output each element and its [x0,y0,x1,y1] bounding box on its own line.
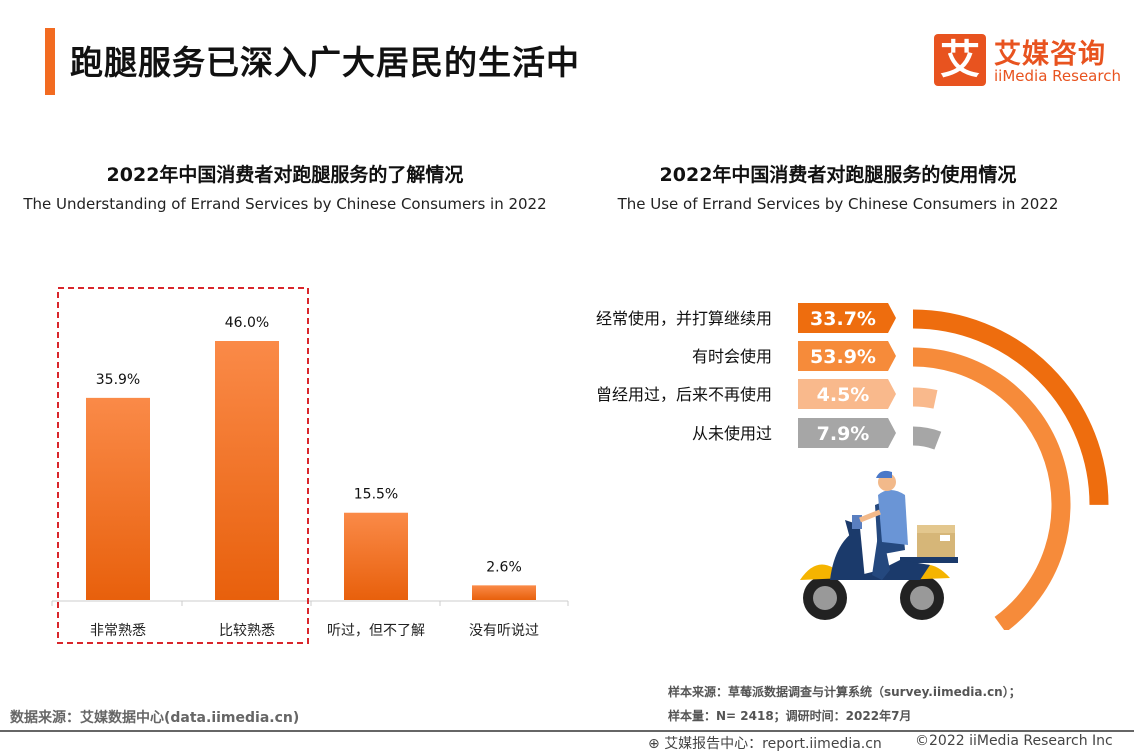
highlight-box [57,287,309,644]
usage-data-label: 53.9% [810,346,876,368]
bar-data-label: 15.5% [354,487,398,503]
logo-mark: 艾 [934,34,986,86]
bar [215,341,279,600]
logo-cn: 艾媒咨询 [994,39,1106,70]
usage-category-label: 从未使用过 [692,424,772,443]
bar [344,512,408,600]
value-tag [798,418,896,448]
value-tag [798,341,896,371]
bar-category-label: 听过，但不了解 [327,623,425,639]
left-chart-subtitle: The Understanding of Errand Services by … [23,195,547,213]
bar [472,585,536,600]
footer-divider [0,730,1134,732]
bar-data-label: 35.9% [96,372,140,388]
right-chart-subtitle: The Use of Errand Services by Chinese Co… [617,195,1059,213]
title-accent-bar [45,28,55,95]
bar-category-label: 非常熟悉 [90,623,146,639]
usage-category-label: 有时会使用 [692,347,772,366]
delivery-scooter-illustration [800,470,958,620]
value-tag [798,303,896,333]
footer-report-center[interactable]: ⊕ 艾媒报告中心：report.iimedia.cn [648,736,882,752]
usage-arc [912,387,938,409]
understanding-bar-chart: 35.9% 非常熟悉 46.0% 比较熟悉 15.5% 听过，但不了解 2.6% 没有听说过 [51,287,569,644]
left-chart-title: 2022年中国消费者对跑腿服务的了解情况 [106,164,464,186]
globe-icon: ⊕ [648,736,665,752]
bar-data-label: 46.0% [225,315,269,331]
bar-category-label: 比较熟悉 [219,623,275,639]
data-source: 数据来源：艾媒数据中心(data.iimedia.cn) [10,710,300,726]
page-title: 跑腿服务已深入广大居民的生活中 [70,43,580,82]
value-tag [798,379,896,409]
right-chart-title: 2022年中国消费者对跑腿服务的使用情况 [659,164,1017,186]
usage-arc [912,309,1109,505]
usage-data-label: 33.7% [810,308,876,330]
usage-arc [912,347,1071,630]
usage-category-label: 经常使用，并打算继续用 [596,309,772,328]
usage-arc [912,426,942,450]
bar-data-label: 2.6% [486,559,522,575]
bar-category-label: 没有听说过 [469,623,539,639]
sample-size: 样本量：N= 2418；调研时间：2022年7月 [668,709,912,723]
footer-copyright: ©2022 iiMedia Research Inc [915,733,1113,749]
bar [86,397,150,600]
logo-en: iiMedia Research [994,67,1121,85]
usage-data-label: 7.9% [817,423,870,445]
sample-source: 样本来源：草莓派数据调查与计算系统（survey.iimedia.cn）； [668,685,1021,699]
usage-radial-chart: 经常使用，并打算继续用 33.7% 有时会使用 53.9% 曾经用过，后来不再使用 4.5… [596,303,1109,630]
usage-data-label: 4.5% [817,384,870,406]
usage-category-label: 曾经用过，后来不再使用 [596,385,772,404]
